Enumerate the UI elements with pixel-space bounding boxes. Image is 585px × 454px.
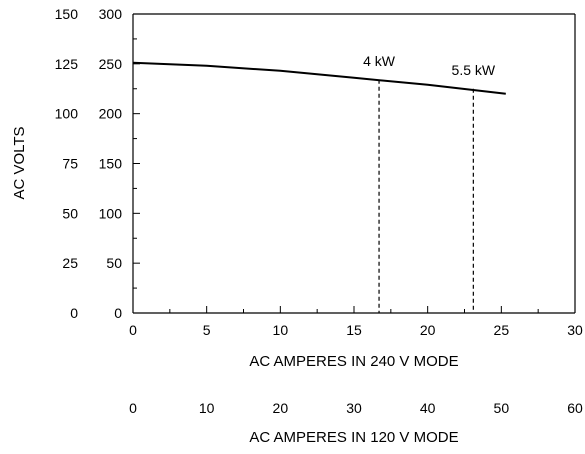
y-tick-label: 250 xyxy=(99,56,123,72)
x-tick-label-secondary: 50 xyxy=(494,400,510,416)
y-tick-label-secondary: 25 xyxy=(62,255,78,271)
plot-frame xyxy=(132,13,576,314)
x-ticks xyxy=(132,306,576,313)
x-tick-label: 0 xyxy=(129,322,137,338)
y-tick-label: 50 xyxy=(106,255,122,271)
y-tick-label: 200 xyxy=(99,106,123,122)
y-tick-label-secondary: 150 xyxy=(55,6,79,22)
x-tick-label: 30 xyxy=(567,322,583,338)
x-tick-label: 5 xyxy=(203,322,211,338)
y-tick-label-secondary: 50 xyxy=(62,205,78,221)
y-tick-labels-300: 0 50 100 150 200 250 300 xyxy=(99,6,123,321)
y-tick-label-secondary: 100 xyxy=(55,106,79,122)
marker-lines xyxy=(378,79,474,313)
x-tick-label-secondary: 0 xyxy=(129,400,137,416)
x-tick-label-secondary: 40 xyxy=(420,400,436,416)
x-tick-label: 20 xyxy=(420,322,436,338)
y-tick-label-secondary: 0 xyxy=(70,305,78,321)
x-tick-label-secondary: 20 xyxy=(273,400,289,416)
x-tick-label: 25 xyxy=(494,322,510,338)
x-tick-label-secondary: 10 xyxy=(199,400,215,416)
x-tick-label-secondary: 60 xyxy=(567,400,583,416)
y-tick-label-secondary: 75 xyxy=(62,156,78,172)
y-tick-label: 300 xyxy=(99,6,123,22)
y-tick-label: 100 xyxy=(99,205,123,221)
x-tick-label: 10 xyxy=(273,322,289,338)
annotations: 4 kW 5.5 kW xyxy=(363,53,496,78)
x-axis-title: AC AMPERES IN 240 V MODE xyxy=(249,353,458,370)
x-axis-title-secondary: AC AMPERES IN 120 V MODE xyxy=(249,429,458,446)
series-line xyxy=(132,61,506,95)
x-tick-label-secondary: 30 xyxy=(346,400,362,416)
x-tick-label: 15 xyxy=(346,322,362,338)
y-tick-label: 0 xyxy=(114,305,122,321)
marker-label: 5.5 kW xyxy=(452,62,496,78)
y-tick-label: 150 xyxy=(99,156,123,172)
y-axis-title: AC VOLTS xyxy=(11,126,28,199)
marker-label: 4 kW xyxy=(363,53,396,69)
series xyxy=(132,61,506,95)
y-tick-label-secondary: 125 xyxy=(55,56,79,72)
x-tick-labels-240v: 0 5 10 15 20 25 30 xyxy=(129,322,583,338)
x-tick-labels-120v: 0 10 20 30 40 50 60 xyxy=(129,400,583,416)
y-ticks xyxy=(133,13,140,314)
y-tick-labels-150: 0 25 50 75 100 125 150 xyxy=(55,6,79,321)
